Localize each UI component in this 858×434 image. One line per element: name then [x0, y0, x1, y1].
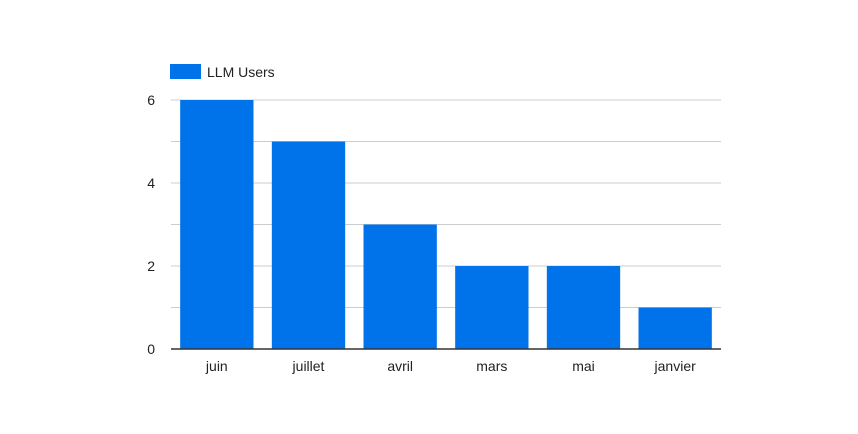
- y-tick-label-6: 6: [147, 92, 155, 108]
- bar-juillet[interactable]: [271, 141, 346, 350]
- bars: [180, 100, 712, 349]
- x-tick-label-juin: juin: [205, 358, 228, 374]
- x-tick-label-mars: mars: [476, 358, 507, 374]
- axes: 0 2 4 6 juin juillet avril mars mai janvier: [147, 92, 721, 374]
- x-tick-label-avril: avril: [387, 358, 413, 374]
- x-tick-label-juillet: juillet: [292, 358, 325, 374]
- legend-swatch[interactable]: [170, 64, 201, 79]
- bar-mai[interactable]: [546, 266, 621, 349]
- bar-juin[interactable]: [180, 100, 254, 349]
- legend[interactable]: LLM Users: [170, 64, 275, 80]
- legend-label-llm-users[interactable]: LLM Users: [207, 64, 275, 80]
- bar-avril[interactable]: [363, 224, 437, 350]
- y-tick-label-4: 4: [147, 175, 155, 191]
- y-tick-label-2: 2: [147, 258, 155, 274]
- gridlines: [171, 99, 721, 308]
- bar-janvier[interactable]: [638, 307, 712, 350]
- x-tick-label-janvier: janvier: [654, 358, 697, 374]
- y-tick-label-0: 0: [147, 341, 155, 357]
- bar-mars[interactable]: [455, 266, 529, 349]
- x-tick-label-mai: mai: [572, 358, 595, 374]
